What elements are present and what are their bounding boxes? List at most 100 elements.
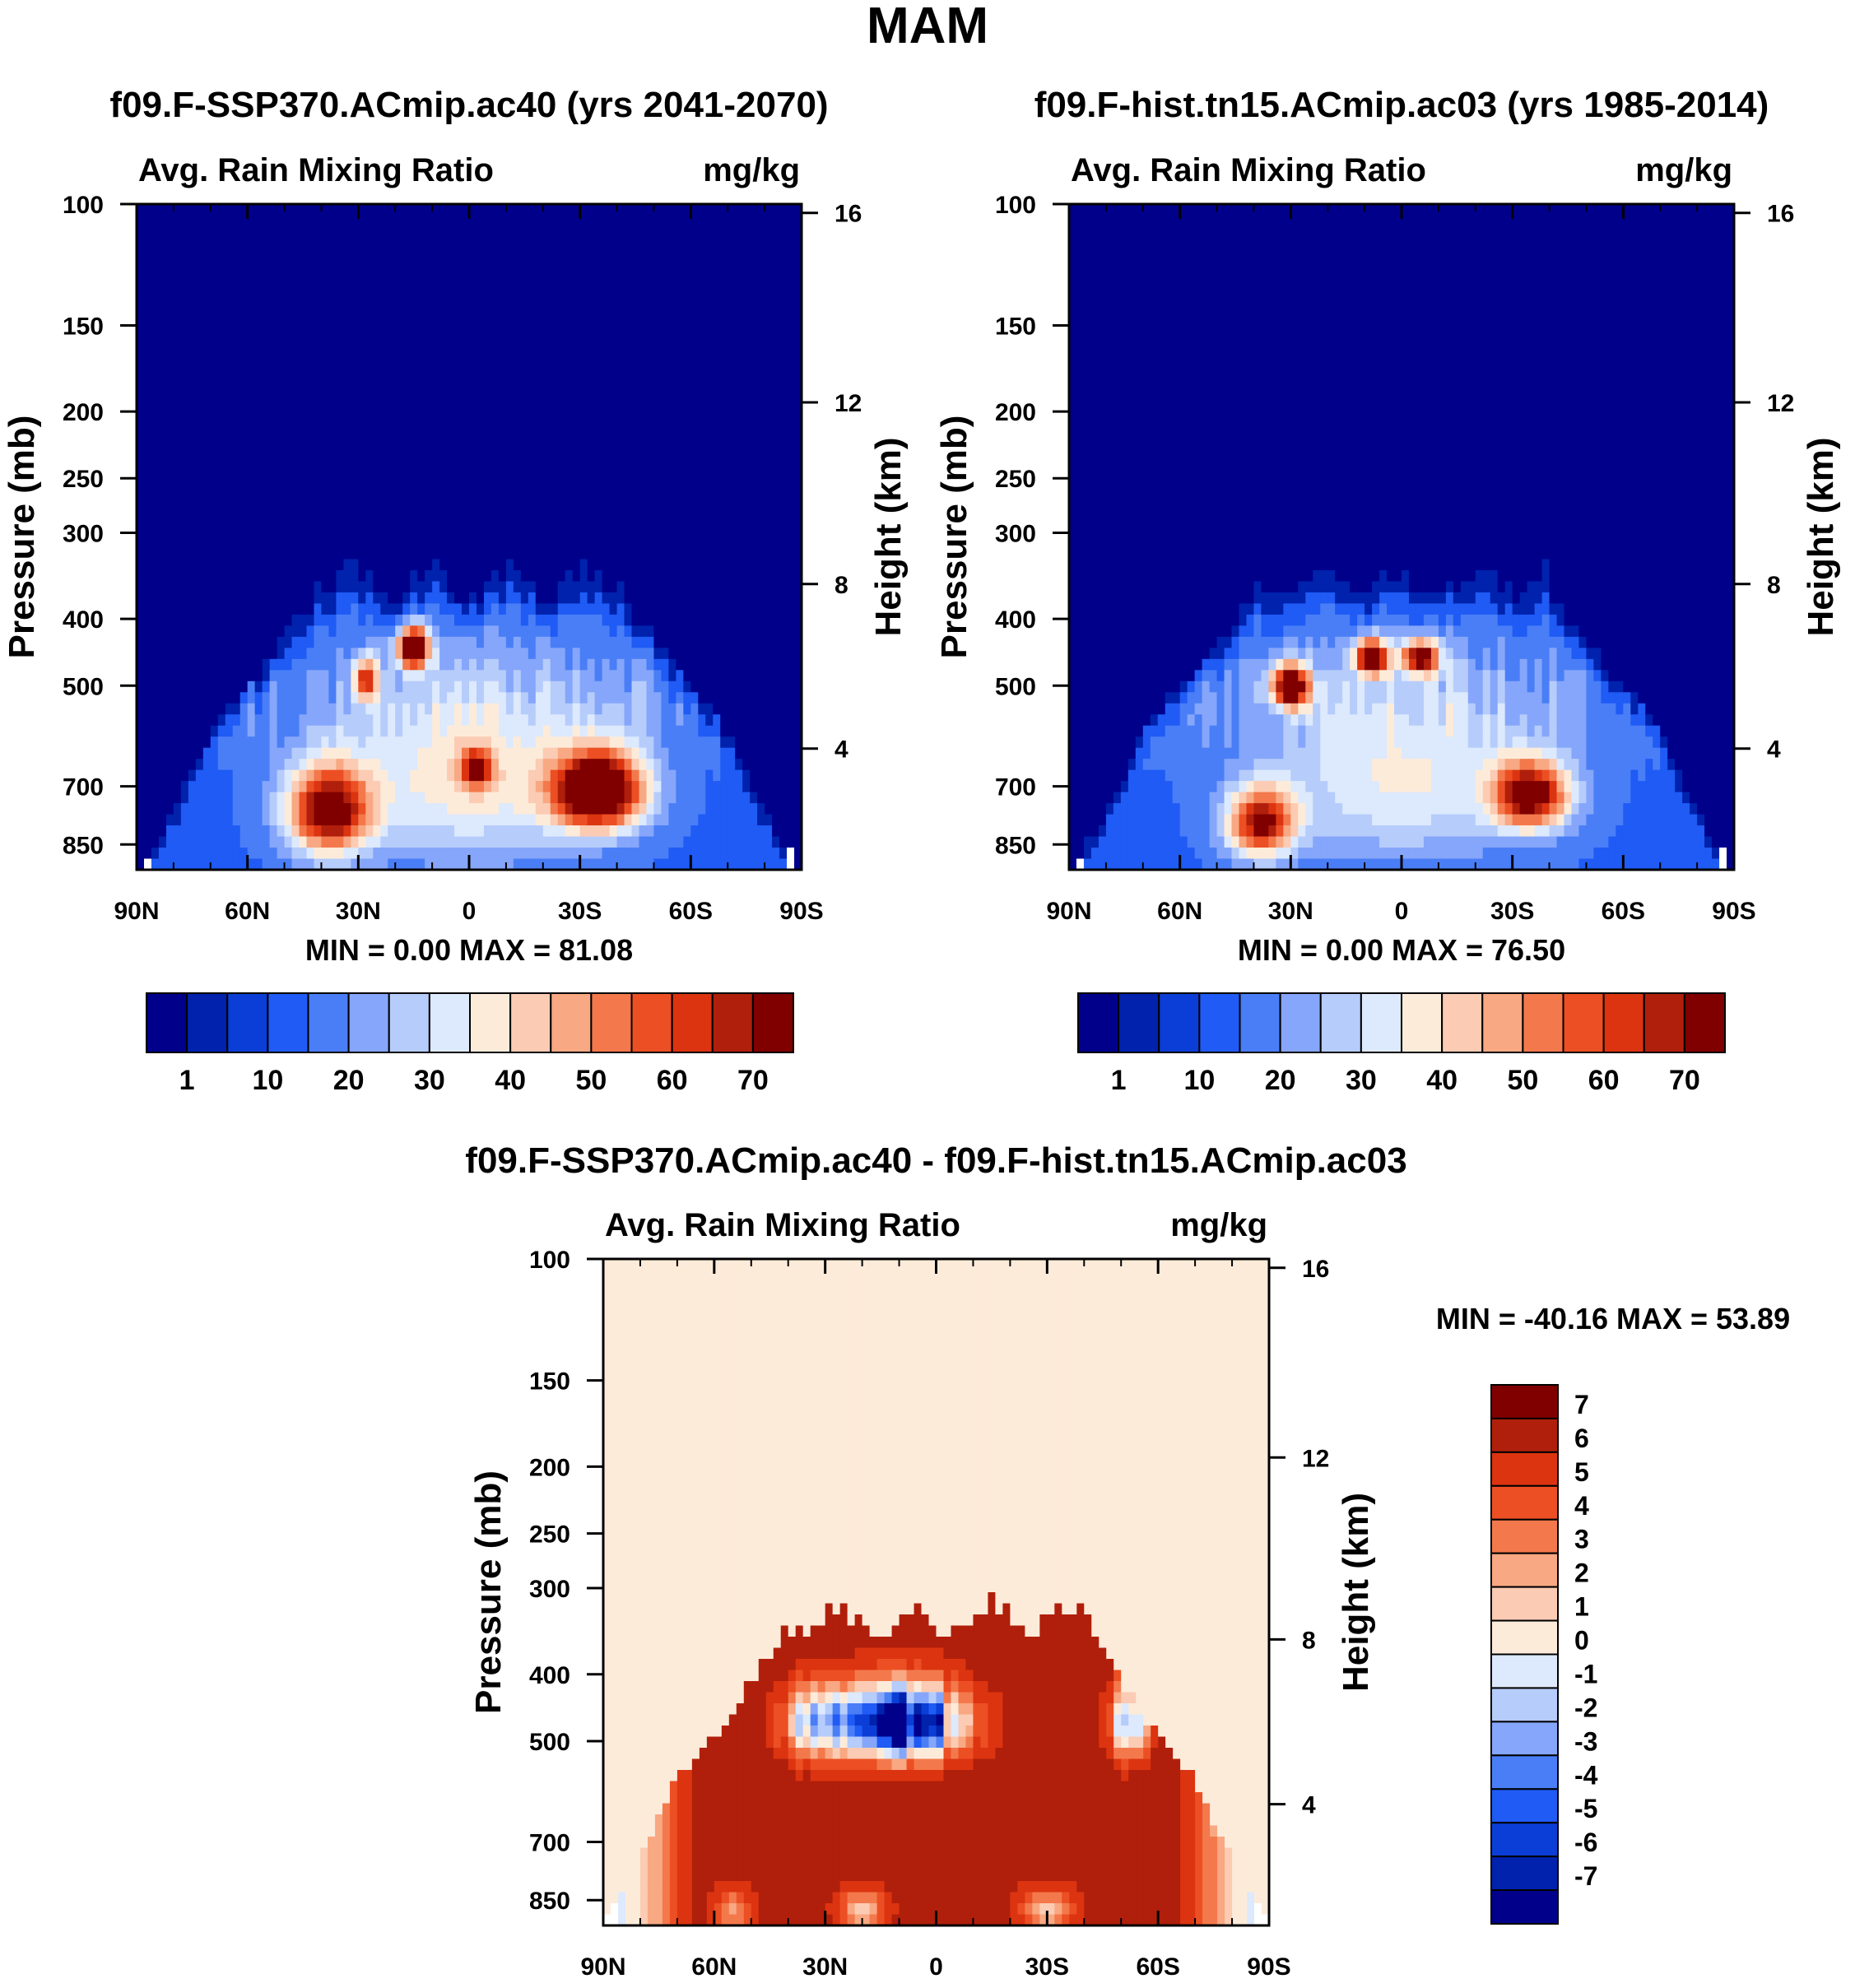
contour-cell xyxy=(402,670,411,682)
contour-cell xyxy=(254,392,263,405)
contour-cell xyxy=(735,281,743,294)
contour-cell xyxy=(210,736,219,749)
contour-cell xyxy=(158,237,167,249)
contour-cell xyxy=(247,725,256,737)
contour-cell xyxy=(705,603,714,615)
contour-cell xyxy=(299,459,308,471)
contour-cell xyxy=(343,703,351,715)
contour-cell xyxy=(247,658,256,671)
contour-cell xyxy=(321,736,330,749)
contour-cell xyxy=(520,725,529,737)
contour-cell xyxy=(735,814,743,826)
contour-cell xyxy=(373,858,381,871)
contour-cell xyxy=(520,648,529,660)
contour-cell xyxy=(165,337,174,349)
contour-cell xyxy=(661,403,669,416)
contour-cell xyxy=(720,248,728,261)
contour-cell xyxy=(646,536,655,549)
contour-cell xyxy=(373,348,381,360)
contour-cell xyxy=(557,204,566,216)
contour-cell xyxy=(225,259,234,272)
contour-cell xyxy=(380,337,388,349)
contour-cell xyxy=(351,415,359,427)
contour-cell xyxy=(469,703,477,715)
contour-cell xyxy=(639,225,648,239)
contour-cell xyxy=(661,237,669,249)
contour-cell xyxy=(417,514,425,527)
contour-cell xyxy=(410,836,418,848)
contour-cell xyxy=(653,381,662,393)
contour-cell xyxy=(447,248,455,261)
contour-cell xyxy=(277,314,286,327)
contour-cell xyxy=(505,204,514,216)
contour-cell xyxy=(690,559,699,571)
contour-cell xyxy=(469,370,477,383)
contour-cell xyxy=(705,348,714,360)
contour-cell xyxy=(602,703,611,715)
contour-cell xyxy=(173,248,182,261)
contour-cell xyxy=(395,403,403,416)
contour-cell xyxy=(469,425,477,438)
contour-cell xyxy=(646,459,655,471)
contour-cell xyxy=(180,248,189,261)
contour-cell xyxy=(158,581,167,593)
contour-cell xyxy=(188,270,197,282)
contour-cell xyxy=(572,526,581,538)
contour-cell xyxy=(447,437,455,449)
contour-cell xyxy=(513,625,522,638)
contour-cell xyxy=(351,680,359,693)
contour-cell xyxy=(365,237,374,249)
contour-cell xyxy=(239,225,249,239)
contour-cell xyxy=(254,514,263,527)
contour-cell xyxy=(277,592,286,604)
contour-cell xyxy=(639,425,648,438)
contour-cell xyxy=(314,359,323,371)
contour-cell xyxy=(336,437,344,449)
contour-cell xyxy=(410,492,418,504)
contour-cell xyxy=(616,636,625,648)
contour-cell xyxy=(646,281,655,294)
contour-cell xyxy=(165,792,174,804)
contour-cell xyxy=(624,459,633,471)
contour-cell xyxy=(742,370,751,383)
contour-cell xyxy=(735,481,743,494)
contour-cell xyxy=(314,225,323,239)
contour-cell xyxy=(579,692,588,704)
contour-cell xyxy=(306,514,315,527)
contour-cell xyxy=(631,769,640,782)
contour-cell xyxy=(476,736,485,749)
contour-cell xyxy=(328,359,337,371)
contour-cell xyxy=(314,536,323,549)
contour-cell xyxy=(343,848,351,860)
contour-cell xyxy=(137,836,145,848)
contour-cell xyxy=(750,215,758,227)
contour-cell xyxy=(336,270,344,282)
contour-cell xyxy=(616,714,625,727)
contour-cell xyxy=(624,504,633,516)
contour-cell xyxy=(616,237,625,249)
contour-cell xyxy=(417,747,425,759)
contour-cell xyxy=(373,692,381,704)
contour-cell xyxy=(498,536,507,549)
contour-cell xyxy=(291,703,300,715)
contour-cell xyxy=(254,725,263,737)
contour-cell xyxy=(388,392,396,405)
contour-cell xyxy=(158,270,167,282)
contour-cell xyxy=(639,370,648,383)
contour-cell xyxy=(483,848,492,860)
contour-cell xyxy=(410,359,418,371)
contour-cell xyxy=(262,692,271,704)
contour-cell xyxy=(661,581,669,593)
contour-cell xyxy=(388,437,396,449)
contour-cell xyxy=(299,425,308,438)
contour-cell xyxy=(498,714,507,727)
contour-cell xyxy=(676,504,684,516)
contour-cell xyxy=(542,569,551,583)
contour-cell xyxy=(624,725,633,737)
contour-cell xyxy=(262,437,271,449)
contour-cell xyxy=(520,514,529,527)
contour-cell xyxy=(143,848,152,860)
contour-cell xyxy=(365,759,374,771)
contour-cell xyxy=(639,359,648,371)
contour-cell xyxy=(417,259,425,272)
